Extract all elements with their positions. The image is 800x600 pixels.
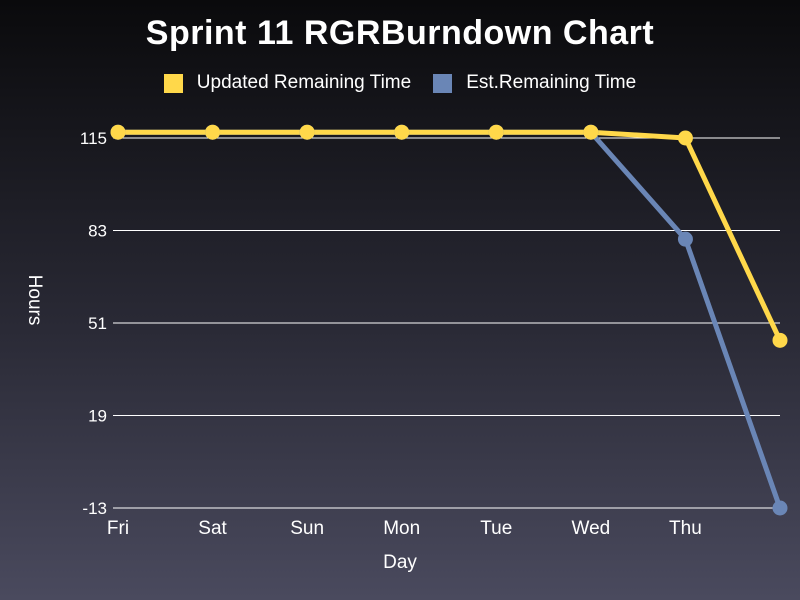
legend-swatch-updated [163,73,183,93]
series-line-updated [115,129,783,343]
legend-item-estimated: Est.Remaining Time [433,72,636,94]
data-point-updated [299,124,315,140]
y-tick-label: 115 [80,129,107,148]
y-tick-label: 19 [88,407,107,426]
x-tick-label: Wed [571,518,610,539]
legend-swatch-estimated [433,73,453,93]
x-tick-label: Sat [198,518,227,539]
data-point-updated [110,124,126,140]
data-point-updated [583,124,599,140]
x-axis-label: Day [383,552,417,573]
data-point-updated [394,124,410,140]
data-point-updated [488,124,504,140]
data-point-updated [772,332,788,348]
chart-title: Sprint 11 RGRBurndown Chart [145,14,655,52]
x-tick-label: Mon [383,518,420,539]
x-tick-label: Fri [107,518,129,539]
series-line-estimated [115,129,783,511]
x-tick-label: Tue [480,518,512,539]
legend: Updated Remaining Time Est.Remaining Tim… [0,72,800,94]
legend-label-updated: Updated Remaining Time [196,72,412,93]
legend-label-estimated: Est.Remaining Time [466,72,637,93]
data-point-estimated [677,231,693,247]
y-tick-label: -13 [82,499,107,518]
data-point-estimated [772,500,788,516]
x-tick-label: Thu [669,518,702,539]
y-tick-label: 51 [88,314,107,333]
y-tick-label: 83 [88,222,107,241]
data-point-updated [677,130,693,146]
legend-item-updated: Updated Remaining Time [163,72,412,94]
x-tick-label: Sun [290,518,324,539]
y-axis-label: Hours [24,274,45,326]
data-point-updated [205,124,221,140]
